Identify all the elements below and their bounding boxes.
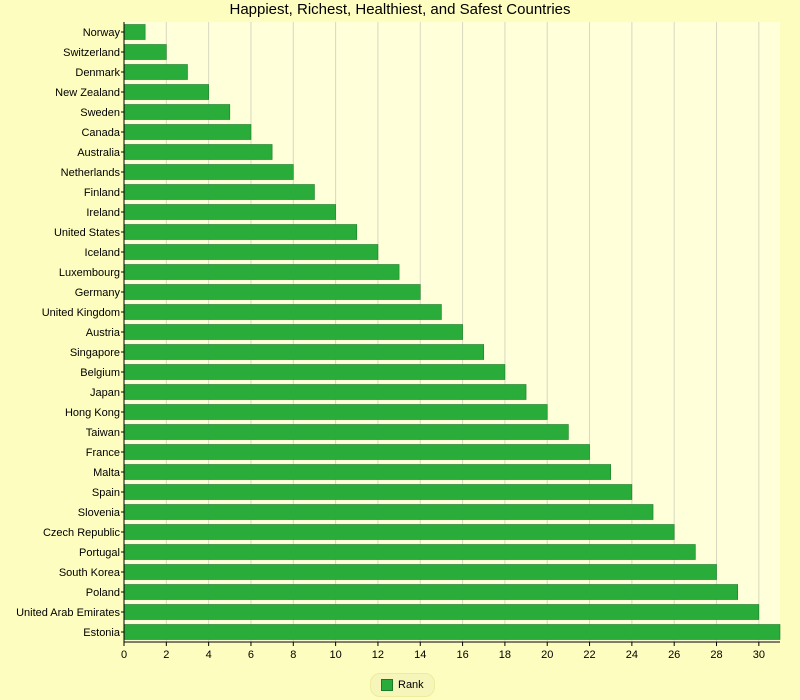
category-label: United States [54,227,121,239]
category-label: Germany [75,287,121,299]
category-label: South Korea [59,567,121,579]
bar-ireland[interactable] [123,204,336,220]
bar-australia[interactable] [123,144,273,160]
x-tick-label: 10 [329,649,341,661]
category-label: Sweden [80,107,120,119]
bar-netherlands[interactable] [123,164,294,180]
category-label: Czech Republic [43,527,121,539]
bar-luxembourg[interactable] [123,264,400,280]
x-tick-label: 22 [583,649,595,661]
category-label: Finland [84,187,120,199]
category-label: Belgium [80,367,120,379]
legend-label: Rank [398,679,424,691]
x-tick-label: 4 [206,649,212,661]
bar-austria[interactable] [123,324,463,340]
bar-czech-republic[interactable] [123,524,675,540]
bar-taiwan[interactable] [123,424,569,440]
category-label: Japan [90,387,120,399]
x-tick-label: 20 [541,649,553,661]
x-tick-label: 14 [414,649,426,661]
bar-slovenia[interactable] [123,504,654,520]
category-label: Estonia [83,627,121,639]
category-label: Austria [86,327,121,339]
bar-portugal[interactable] [123,544,696,560]
bar-france[interactable] [123,444,590,460]
category-label: Denmark [75,67,120,79]
category-label: New Zealand [55,87,120,99]
x-tick-label: 28 [710,649,722,661]
category-label: Singapore [70,347,120,359]
bar-hong-kong[interactable] [123,404,548,420]
bar-united-states[interactable] [123,224,358,240]
legend-swatch [381,679,393,691]
x-tick-label: 12 [372,649,384,661]
bar-south-korea[interactable] [123,564,717,580]
category-label: Malta [93,467,121,479]
legend[interactable]: Rank [370,673,435,697]
x-tick-label: 18 [499,649,511,661]
bar-denmark[interactable] [123,64,188,80]
x-tick-label: 30 [753,649,765,661]
category-label: Netherlands [61,167,121,179]
bar-iceland[interactable] [123,244,379,260]
bar-new-zealand[interactable] [123,84,209,100]
bar-malta[interactable] [123,464,612,480]
bar-japan[interactable] [123,384,527,400]
x-tick-label: 24 [626,649,638,661]
category-label: France [86,447,120,459]
bar-poland[interactable] [123,584,738,600]
category-label: Spain [92,487,120,499]
category-label: Iceland [85,247,120,259]
bar-switzerland[interactable] [123,44,167,60]
chart-title: Happiest, Richest, Healthiest, and Safes… [229,1,571,18]
category-label: Norway [83,27,121,39]
x-tick-label: 16 [456,649,468,661]
x-tick-label: 2 [163,649,169,661]
category-label: Hong Kong [65,407,120,419]
bar-germany[interactable] [123,284,421,300]
bar-united-arab-emirates[interactable] [123,604,760,620]
category-label: United Kingdom [42,307,120,319]
bar-spain[interactable] [123,484,633,500]
bar-belgium[interactable] [123,364,506,380]
bar-norway[interactable] [123,24,146,40]
category-label: United Arab Emirates [16,607,120,619]
x-tick-label: 8 [290,649,296,661]
category-label: Poland [86,587,120,599]
category-label: Canada [81,127,120,139]
category-label: Ireland [86,207,120,219]
category-label: Slovenia [78,507,121,519]
bar-sweden[interactable] [123,104,231,120]
category-label: Portugal [79,547,120,559]
x-tick-label: 26 [668,649,680,661]
x-tick-label: 0 [121,649,127,661]
category-label: Switzerland [63,47,120,59]
category-label: Luxembourg [59,267,120,279]
bar-estonia[interactable] [123,624,781,640]
bar-singapore[interactable] [123,344,485,360]
bar-canada[interactable] [123,124,252,140]
category-label: Australia [77,147,121,159]
category-label: Taiwan [86,427,120,439]
x-tick-label: 6 [248,649,254,661]
bar-united-kingdom[interactable] [123,304,442,320]
bar-finland[interactable] [123,184,315,200]
